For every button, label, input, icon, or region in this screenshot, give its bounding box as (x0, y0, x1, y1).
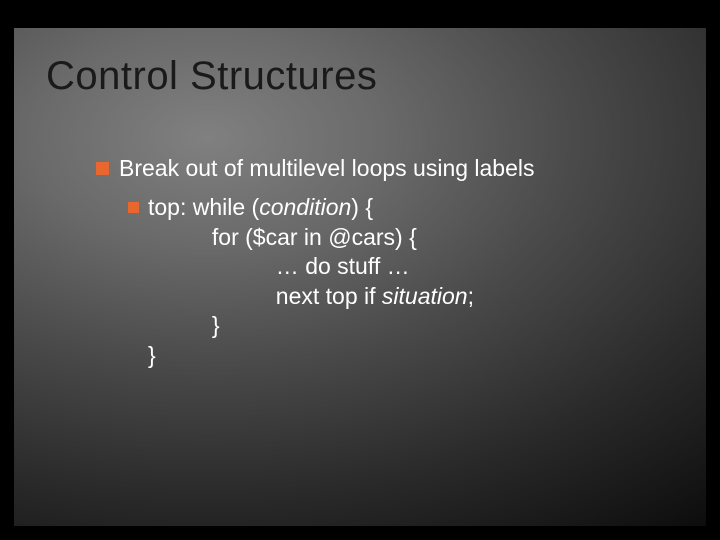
bullet-sub: top: while (condition) { for ($car in @c… (128, 193, 535, 370)
code-line: top: while (condition) { (148, 194, 373, 220)
slide-title: Control Structures (46, 54, 377, 99)
code-block: top: while (condition) { for ($car in @c… (148, 193, 474, 370)
code-line: } (148, 312, 220, 338)
slide-content: Break out of multilevel loops using labe… (96, 154, 535, 370)
bullet-main: Break out of multilevel loops using labe… (96, 154, 535, 183)
code-line: for ($car in @cars) { (148, 224, 417, 250)
code-line: … do stuff … (148, 253, 410, 279)
code-line: next top if situation; (148, 283, 474, 309)
code-line: } (148, 342, 156, 368)
bullet-main-text: Break out of multilevel loops using labe… (119, 154, 535, 183)
slide-body: Control Structures Break out of multilev… (14, 28, 706, 526)
bullet-square-icon (96, 162, 109, 175)
bullet-square-icon (128, 202, 139, 213)
